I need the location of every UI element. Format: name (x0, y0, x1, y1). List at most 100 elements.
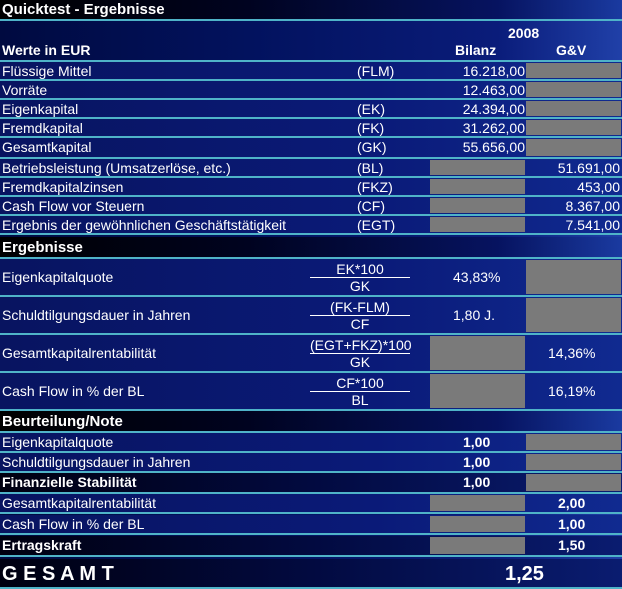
bilanz-empty-cell (430, 160, 525, 175)
bilanz-empty-cell (430, 179, 525, 194)
guv-header: G&V (556, 42, 587, 58)
bilanz-grade: 1,00 (463, 434, 491, 450)
guv-grade: 1,50 (558, 537, 586, 553)
formula-numerator: EK*100 (310, 261, 410, 278)
row-label: Flüssige Mittel (2, 63, 92, 79)
row-label: Cash Flow in % der BL (2, 383, 145, 399)
rating-row: Gesamtkapitalrentabilität 2,00 (0, 494, 622, 514)
input-row: Ergebnis der gewöhnlichen Geschäftstätig… (0, 216, 622, 235)
row-abbr: (CF) (357, 198, 385, 214)
guv-empty-cell (526, 434, 621, 450)
result-row: Schuldtilgungsdauer in Jahren (FK-FLM) CF 1… (0, 297, 622, 335)
row-abbr: (FLM) (357, 63, 395, 79)
row-abbr: (FK) (357, 120, 385, 136)
bilanz-grade: 1,00 (463, 454, 491, 470)
bilanz-empty-cell (430, 537, 525, 554)
bilanz-value: 55.656,00 (462, 139, 525, 155)
input-row: Fremdkapital (FK) 31.262,00 (0, 119, 622, 138)
bilanz-empty-cell (430, 336, 525, 370)
input-row: Eigenkapital (EK) 24.394,00 (0, 100, 622, 119)
bilanz-empty-cell (430, 217, 525, 232)
rating-row: Eigenkapitalquote 1,00 (0, 433, 622, 453)
row-abbr: (GK) (357, 139, 387, 155)
row-abbr: (BL) (357, 160, 384, 176)
row-label: Eigenkapital (2, 101, 79, 117)
row-label: Cash Flow in % der BL (2, 516, 145, 532)
guv-empty-cell (526, 101, 621, 116)
row-label: Cash Flow vor Steuern (2, 198, 145, 214)
results-header: Ergebnisse (0, 237, 622, 259)
rating-row: Schuldtilgungsdauer in Jahren 1,00 (0, 453, 622, 473)
guv-empty-cell (526, 474, 621, 491)
formula-denominator: GK (349, 278, 371, 294)
unit-label: Werte in EUR (2, 42, 91, 58)
row-abbr: (EGT) (357, 217, 396, 233)
formula-denominator: CF (350, 316, 370, 332)
guv-value: 453,00 (577, 179, 620, 195)
input-row: Flüssige Mittel (FLM) 16.218,00 (0, 62, 622, 81)
guv-value: 14,36% (548, 345, 596, 361)
result-row: Gesamtkapitalrentabilität (EGT+FKZ)*100 GK… (0, 335, 622, 373)
row-label: Schuldtilgungsdauer in Jahren (2, 454, 191, 470)
input-row: Cash Flow vor Steuern (CF) 8.367,00 (0, 197, 622, 216)
bilanz-value: 12.463,00 (462, 82, 525, 98)
formula-numerator: (EGT+FKZ)*100 (310, 337, 412, 354)
row-label: Ergebnis der gewöhnlichen Geschäftstätig… (2, 217, 287, 233)
row-label: Vorräte (2, 82, 48, 98)
bilanz-empty-cell (430, 198, 525, 213)
rating-summary-row: Finanzielle Stabilität 1,00 (0, 473, 622, 494)
guv-empty-cell (526, 82, 621, 97)
row-label: Gesamtkapital (2, 139, 92, 155)
bilanz-value: 1,80 J. (453, 307, 496, 323)
result-row: Cash Flow in % der BL CF*100 BL 16,19% (0, 373, 622, 411)
rating-row: Cash Flow in % der BL 1,00 (0, 515, 622, 535)
guv-empty-cell (526, 454, 621, 470)
input-row: Fremdkapitalzinsen (FKZ) 453,00 (0, 178, 622, 197)
row-label: Ertragskraft (2, 537, 82, 553)
formula: EK*100 GK (310, 261, 410, 294)
bilanz-value: 31.262,00 (462, 120, 525, 136)
row-label: Betriebsleistung (Umsatzerlöse, etc.) (2, 160, 231, 176)
formula: (FK-FLM) CF (310, 299, 410, 332)
input-row: Vorräte 12.463,00 (0, 81, 622, 100)
formula: (EGT+FKZ)*100 GK (310, 337, 412, 370)
bilanz-empty-cell (430, 495, 525, 511)
bilanz-value: 43,83% (453, 269, 501, 285)
guv-value: 51.691,00 (557, 160, 620, 176)
formula-numerator: (FK-FLM) (310, 299, 410, 316)
bilanz-value: 24.394,00 (462, 101, 525, 117)
title-bar: Quicktest - Ergebnisse (0, 0, 622, 21)
results-title: Ergebnisse (2, 239, 83, 256)
row-label: Schuldtilgungsdauer in Jahren (2, 307, 191, 323)
formula-numerator: CF*100 (310, 375, 410, 392)
input-row: Betriebsleistung (Umsatzerlöse, etc.) (BL… (0, 159, 622, 178)
row-label: Fremdkapitalzinsen (2, 179, 124, 195)
rating-header: Beurteilung/Note (0, 411, 622, 433)
bilanz-empty-cell (430, 516, 525, 532)
result-row: Eigenkapitalquote EK*100 GK 43,83% (0, 259, 622, 297)
guv-empty-cell (526, 120, 621, 135)
bilanz-value: 16.218,00 (462, 63, 525, 79)
guv-value: 8.367,00 (565, 198, 621, 214)
guv-grade: 1,00 (558, 516, 586, 532)
formula: CF*100 BL (310, 375, 410, 408)
row-abbr: (FKZ) (357, 179, 393, 195)
row-label: Gesamtkapitalrentabilität (2, 345, 157, 361)
bilanz-header: Bilanz (455, 42, 497, 58)
row-label: Eigenkapitalquote (2, 269, 114, 285)
total-value: 1,25 (505, 563, 544, 585)
rating-title: Beurteilung/Note (2, 413, 123, 430)
page-title: Quicktest - Ergebnisse (2, 1, 165, 18)
rating-summary-row: Ertragskraft 1,50 (0, 536, 622, 557)
formula-denominator: BL (351, 392, 369, 408)
total-row: G E S A M T 1,25 (0, 559, 622, 589)
guv-empty-cell (526, 260, 621, 294)
bilanz-empty-cell (430, 374, 525, 408)
guv-value: 16,19% (548, 383, 596, 399)
guv-empty-cell (526, 298, 621, 332)
year-label: 2008 (508, 25, 540, 41)
guv-value: 7.541,00 (565, 217, 621, 233)
row-label: Eigenkapitalquote (2, 434, 114, 450)
row-abbr: (EK) (357, 101, 385, 117)
row-label: Finanzielle Stabilität (2, 474, 137, 490)
